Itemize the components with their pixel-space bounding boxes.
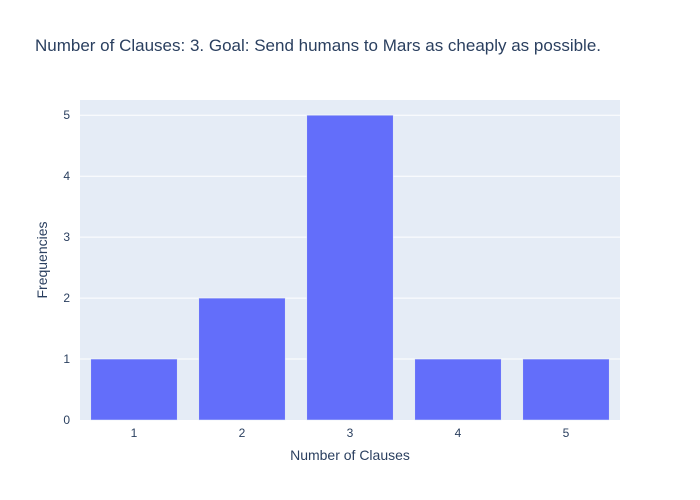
bar [90,358,178,421]
bars [90,114,610,421]
bar [522,358,610,421]
y-tick-label: 5 [63,108,70,122]
y-axis-ticks: 0 1 2 3 4 5 [63,108,70,427]
x-tick-label: 5 [563,426,570,440]
y-tick-label: 0 [63,413,70,427]
x-tick-label: 1 [131,426,138,440]
y-tick-label: 4 [63,169,70,183]
y-tick-label: 1 [63,352,70,366]
bar [198,297,286,421]
x-tick-label: 3 [347,426,354,440]
y-tick-label: 2 [63,291,70,305]
bar [414,358,502,421]
chart-title: Number of Clauses: 3. Goal: Send humans … [35,36,601,55]
x-axis-title: Number of Clauses [290,447,410,463]
x-axis-ticks: 1 2 3 4 5 [131,426,570,440]
bar [306,114,394,421]
y-axis-title: Frequencies [34,221,50,298]
x-tick-label: 2 [239,426,246,440]
y-tick-label: 3 [63,230,70,244]
x-tick-label: 4 [455,426,462,440]
